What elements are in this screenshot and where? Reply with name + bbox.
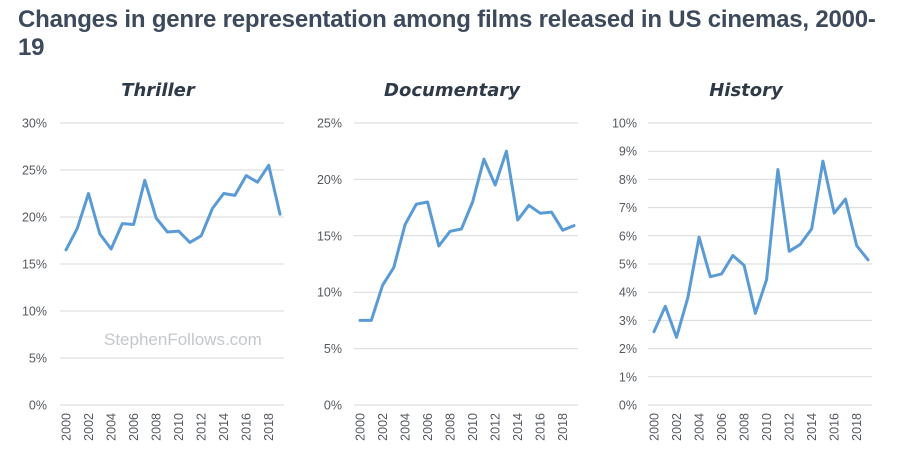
chart-panel-1: Thriller 0% 5% 10% 15% 20% 25% 30% 2000 2002 2004 2… [22,80,284,441]
series-line [358,149,576,322]
x-tick-label: 2012 [195,413,209,441]
x-tick-label: 2008 [738,413,752,441]
y-tick-label: 5% [324,342,342,356]
y-tick-label: 4% [619,286,637,300]
x-tick-label: 2010 [172,413,186,441]
x-tick-label: 2016 [240,413,254,441]
x-tick-label: 2010 [466,413,480,441]
series-line [64,163,282,252]
y-tick-label: 6% [619,229,637,243]
chart-panel-2: Documentary 0% 5% 10% 15% 20% 25% 2000 2002 2004 2… [317,80,578,441]
x-tick-label: 2006 [421,413,435,441]
y-tick-label: 15% [317,229,342,243]
chart-panel-3: History 0% 1% 2% 3% 4% 5% 6% 7% 8% 9% 10% 2000 2002 20… [612,80,872,441]
y-tick-label: 0% [619,399,637,413]
y-tick-label: 20% [317,173,342,187]
y-tick-label: 0% [324,399,342,413]
chart-title: Changes in genre representation among fi… [18,6,876,61]
x-tick-label: 2006 [715,413,729,441]
y-tick-label: 7% [619,201,637,215]
x-tick-label: 2000 [60,413,74,441]
x-tick-label: 2008 [150,413,164,441]
y-tick-label: 5% [29,352,47,366]
x-tick-label: 2012 [489,413,503,441]
x-tick-label: 2000 [648,413,662,441]
x-tick-label: 2008 [444,413,458,441]
y-tick-label: 25% [317,117,342,131]
x-tick-label: 2018 [850,413,864,441]
y-tick-label: 10% [317,286,342,300]
y-tick-label: 9% [619,145,637,159]
watermark: StephenFollows.com [104,330,262,349]
x-tick-label: 2002 [82,413,96,441]
x-tick-label: 2004 [105,413,119,441]
y-tick-label: 1% [619,370,637,384]
y-tick-label: 0% [29,399,47,413]
panel-title: Thriller [121,80,196,101]
x-tick-label: 2014 [511,413,525,441]
x-tick-label: 2014 [805,413,819,441]
x-tick-label: 2016 [828,413,842,441]
y-tick-label: 25% [22,164,47,178]
x-tick-label: 2010 [760,413,774,441]
y-tick-label: 2% [619,342,637,356]
y-tick-label: 20% [22,211,47,225]
x-tick-label: 2016 [534,413,548,441]
x-tick-label: 2002 [376,413,390,441]
x-tick-label: 2002 [670,413,684,441]
panel-title: Documentary [384,80,521,101]
x-tick-label: 2004 [399,413,413,441]
x-tick-label: 2004 [693,413,707,441]
y-tick-label: 10% [22,305,47,319]
x-tick-label: 2014 [217,413,231,441]
x-tick-label: 2018 [262,413,276,441]
x-tick-label: 2018 [556,413,570,441]
y-tick-label: 10% [612,117,637,131]
y-tick-label: 8% [619,173,637,187]
x-tick-label: 2000 [354,413,368,441]
panel-title: History [709,80,784,101]
y-tick-label: 15% [22,258,47,272]
y-tick-label: 3% [619,314,637,328]
y-tick-label: 5% [619,258,637,272]
x-tick-label: 2012 [783,413,797,441]
x-tick-label: 2006 [127,413,141,441]
series-line [652,159,870,339]
y-tick-label: 30% [22,117,47,131]
